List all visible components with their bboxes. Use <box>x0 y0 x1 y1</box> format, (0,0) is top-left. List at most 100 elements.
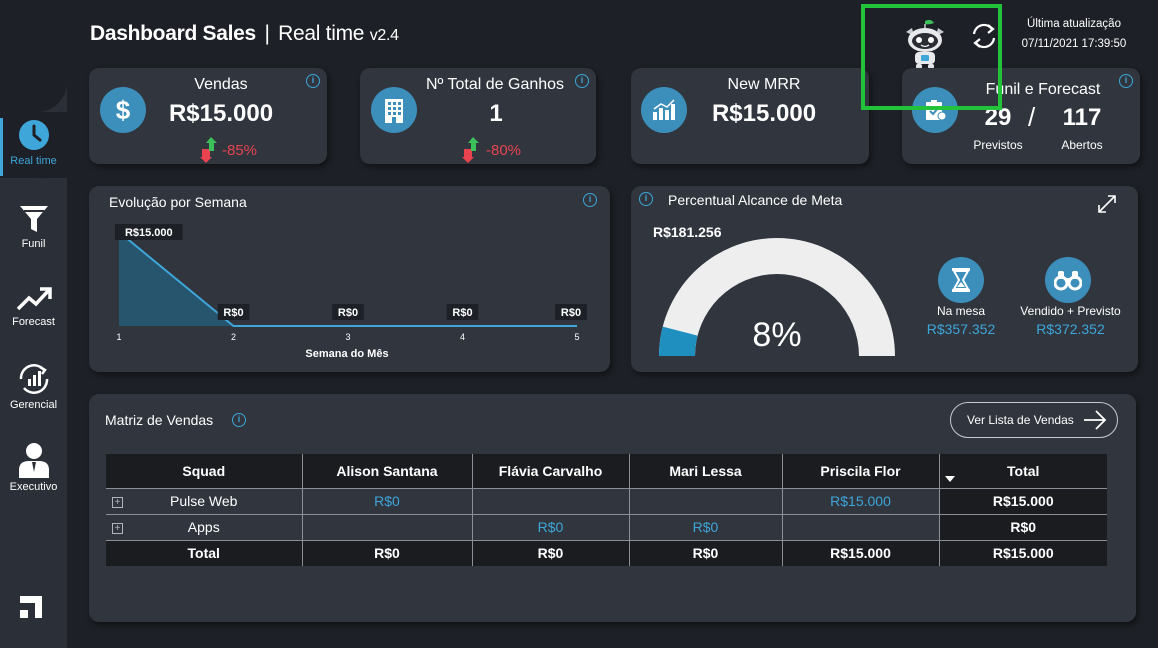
info-icon[interactable]: i <box>575 74 589 88</box>
data-label-bg <box>332 304 364 320</box>
na-mesa-value: R$357.352 <box>926 321 996 337</box>
title-separator: | <box>264 22 270 45</box>
na-mesa-label: Na mesa <box>936 304 986 318</box>
brand-logo-icon <box>20 596 42 618</box>
vendido-previsto-value: R$372.352 <box>1036 321 1105 337</box>
info-icon[interactable]: i <box>306 74 320 88</box>
binoculars-icon <box>1045 257 1091 303</box>
column-header[interactable]: Squad <box>106 454 303 488</box>
kpi-value-previstos: 29 <box>984 104 1012 131</box>
kpi-card-vendas[interactable]: $ Vendas R$15.000 -85% i <box>89 68 327 164</box>
total-label-cell: Total <box>106 539 303 566</box>
sidebar-item-label: Executivo <box>9 481 58 493</box>
series-line <box>118 231 577 327</box>
kpi-title: Vendas <box>194 76 248 93</box>
gauge-track <box>659 238 895 356</box>
sort-desc-icon[interactable] <box>944 476 955 482</box>
table-header-row: Squad Alison Santana Flávia Carvalho Mar… <box>106 454 1107 488</box>
kpi-title: Funil e Forecast <box>985 81 1101 98</box>
view-sales-list-button[interactable]: Ver Lista de Vendas <box>950 402 1118 438</box>
x-axis-label: Semana do Mês <box>305 348 388 360</box>
panel-title: Percentual Alcance de Meta <box>668 192 843 208</box>
info-icon[interactable]: i <box>232 413 246 427</box>
arrow-right-icon <box>1084 410 1107 430</box>
squad-cell: + Apps <box>106 513 303 540</box>
gauge-target-label: R$181.256 <box>653 224 722 240</box>
table-row: + Pulse Web R$0 R$15.000 R$15.000 <box>106 487 1107 514</box>
table-cell: R$0 <box>472 513 630 540</box>
squad-name: Apps <box>187 519 220 535</box>
column-header[interactable]: Mari Lessa <box>629 454 783 488</box>
data-label: R$0 <box>223 307 243 319</box>
expand-icon[interactable]: + <box>112 496 123 508</box>
vendido-previsto-label: Vendido + Previsto <box>1020 304 1121 318</box>
x-tick-label: 3 <box>345 332 350 342</box>
sidebar-item-funil[interactable]: Funil <box>0 203 67 250</box>
data-label: R$15.000 <box>125 227 173 239</box>
refresh-icon[interactable] <box>968 21 1000 51</box>
table-total-row: Total R$0 R$0 R$0 R$15.000 R$15.000 <box>106 539 1107 566</box>
column-header[interactable]: Flávia Carvalho <box>472 454 630 488</box>
expand-icon[interactable] <box>1096 193 1118 215</box>
info-icon[interactable]: i <box>1119 74 1133 88</box>
x-tick-label: 5 <box>574 332 579 342</box>
info-icon[interactable]: i <box>583 193 597 207</box>
sidebar-item-forecast[interactable]: Forecast <box>0 285 67 328</box>
table-cell <box>629 487 783 514</box>
kpi-card-funil-forecast[interactable]: Funil e Forecast 29 / 117 Previstos Aber… <box>902 68 1140 164</box>
table-cell <box>302 513 473 540</box>
button-label: Ver Lista de Vendas <box>967 413 1074 427</box>
info-icon[interactable]: i <box>639 192 653 206</box>
column-header[interactable]: Priscila Flor <box>782 454 940 488</box>
kpi-card-ganhos[interactable]: Nº Total de Ganhos 1 -80% i <box>360 68 596 164</box>
dollar-icon: $ <box>100 87 146 133</box>
sidebar-item-executivo[interactable]: Executivo <box>0 442 67 493</box>
data-label: R$0 <box>338 307 358 319</box>
update-time: 07/11/2021 17:39:50 <box>1021 38 1127 50</box>
kpi-value: 1 <box>489 100 503 127</box>
data-label-bg <box>446 304 479 320</box>
kpi-delta: -85% <box>222 142 258 159</box>
panel-title: Matriz de Vendas <box>105 412 214 428</box>
sales-matrix-table: Squad Alison Santana Flávia Carvalho Mar… <box>106 454 1107 566</box>
data-label: R$0 <box>561 307 581 319</box>
robot-assistant-icon[interactable] <box>900 18 950 70</box>
expand-icon[interactable]: + <box>112 522 123 534</box>
kpi-title: New MRR <box>727 76 801 93</box>
column-header-total[interactable]: Total <box>939 454 1107 488</box>
kpi-card-new-mrr[interactable]: New MRR R$15.000 <box>631 68 869 164</box>
squad-cell: + Pulse Web <box>106 487 303 514</box>
last-update: Última atualização 07/11/2021 17:39:50 <box>1014 14 1134 54</box>
down-up-arrows-icon <box>200 137 217 163</box>
table-cell <box>782 513 940 540</box>
kpi-value-abertos: 117 <box>1062 104 1102 131</box>
data-label-bg <box>217 304 250 320</box>
grand-total-cell: R$15.000 <box>939 539 1107 566</box>
sidebar-notch <box>0 0 67 112</box>
table-cell: R$0 <box>472 539 630 566</box>
squad-name: Pulse Web <box>170 493 238 509</box>
table-cell: R$15.000 <box>782 539 940 566</box>
funnel-icon <box>19 206 48 232</box>
column-header-label: Total <box>1007 462 1040 479</box>
goal-gauge-panel: i Percentual Alcance de Meta R$181.256 8… <box>631 186 1138 372</box>
sidebar-item-label: Real time <box>10 155 57 167</box>
row-total-cell: R$15.000 <box>939 487 1107 514</box>
bar-chart-icon <box>641 87 687 133</box>
sidebar-item-real-time[interactable]: Real time <box>0 118 67 176</box>
gauge-fill <box>659 326 698 356</box>
sidebar-item-gerencial[interactable]: Gerencial <box>0 362 67 411</box>
clipboard-calendar-icon <box>912 87 958 133</box>
kpi-slash: / <box>1028 102 1036 132</box>
data-label-bg <box>555 304 587 320</box>
title-main: Dashboard Sales <box>90 22 256 45</box>
svg-text:$: $ <box>116 95 131 125</box>
data-label-bg <box>115 224 183 240</box>
chart-cycle-icon <box>19 364 48 394</box>
previstos-label: Previstos <box>973 138 1023 152</box>
gauge-chart <box>659 238 895 356</box>
column-header[interactable]: Alison Santana <box>302 454 473 488</box>
table-cell: R$0 <box>629 539 783 566</box>
page-title: Dashboard Sales | Real time v2.4 <box>90 22 399 46</box>
table-row: + Apps R$0 R$0 R$0 <box>106 513 1107 540</box>
